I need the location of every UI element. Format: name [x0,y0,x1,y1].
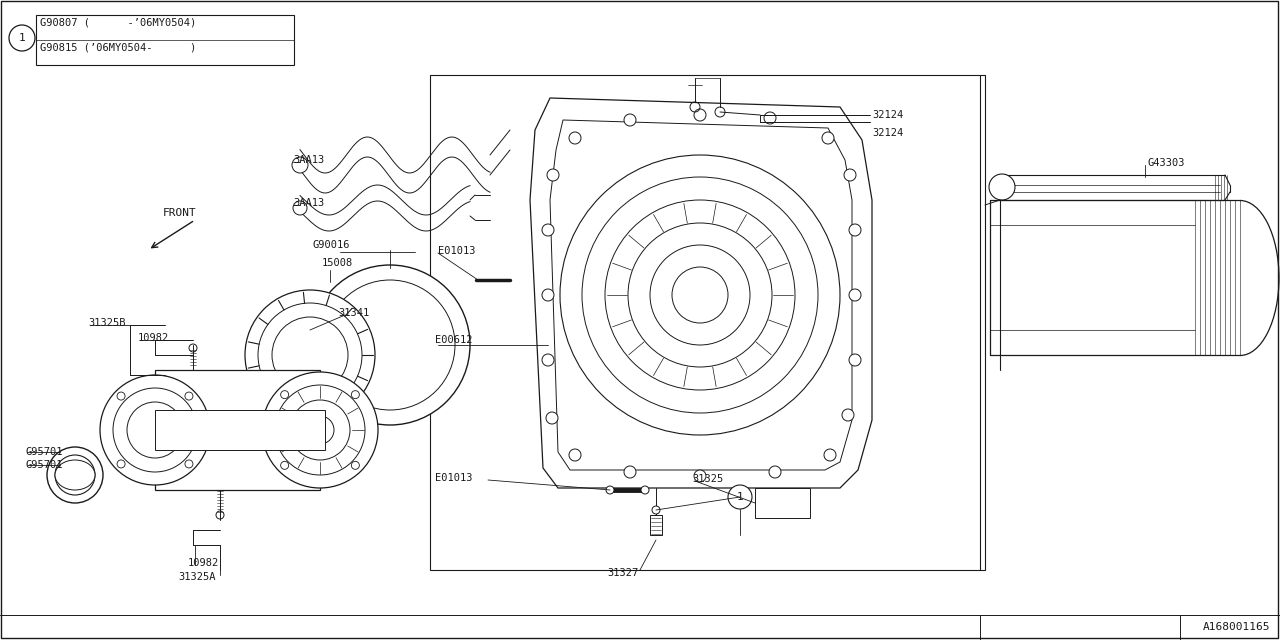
Circle shape [280,390,289,399]
Circle shape [291,400,349,460]
Text: 32124: 32124 [872,128,904,138]
Circle shape [844,169,856,181]
Text: 10982: 10982 [188,558,219,568]
Bar [430,75,986,570]
Circle shape [116,392,125,400]
Circle shape [652,506,660,514]
Circle shape [351,390,360,399]
Polygon shape [530,98,872,488]
Circle shape [625,114,636,126]
Text: 31327: 31327 [607,568,639,578]
Circle shape [275,385,365,475]
Text: E00612: E00612 [435,335,472,345]
Bar [755,488,810,518]
Text: G90815 (’06MY0504-      ): G90815 (’06MY0504- ) [40,42,196,52]
Circle shape [273,317,348,393]
Circle shape [694,470,707,482]
Circle shape [100,375,210,485]
Circle shape [570,449,581,461]
Text: 10982: 10982 [138,333,169,343]
Circle shape [259,303,362,407]
Text: G95701: G95701 [26,447,63,457]
Circle shape [292,157,308,173]
Text: 1: 1 [736,492,744,502]
Circle shape [694,109,707,121]
Circle shape [262,372,378,488]
Text: 32124: 32124 [872,110,904,120]
Text: 15008: 15008 [323,258,353,268]
Circle shape [547,412,558,424]
Text: G43303: G43303 [1148,158,1185,168]
Circle shape [541,354,554,366]
Circle shape [116,460,125,468]
Circle shape [849,224,861,236]
Circle shape [61,462,88,488]
Text: 31325: 31325 [692,474,723,484]
Text: G90807 (      -’06MY0504): G90807 ( -’06MY0504) [40,17,196,27]
Circle shape [849,354,861,366]
Circle shape [310,265,470,425]
Circle shape [769,466,781,478]
Circle shape [244,290,375,420]
Circle shape [47,447,102,503]
Circle shape [641,486,649,494]
Text: G95701: G95701 [26,460,63,470]
Text: 31325B: 31325B [88,318,125,328]
Text: 1: 1 [19,33,26,43]
Text: 31325A: 31325A [178,572,215,582]
Bar [155,410,325,450]
Circle shape [849,289,861,301]
Circle shape [325,280,454,410]
Circle shape [184,460,193,468]
Circle shape [127,402,183,458]
Text: 3AA13: 3AA13 [293,198,324,208]
Text: G90016: G90016 [312,240,349,250]
Circle shape [351,461,360,469]
Circle shape [824,449,836,461]
Circle shape [728,485,753,509]
Text: 31341: 31341 [338,308,369,318]
Bar [650,515,662,535]
Circle shape [605,486,614,494]
Ellipse shape [55,460,95,490]
Circle shape [989,174,1015,200]
Circle shape [842,409,854,421]
Text: A168001165: A168001165 [1202,622,1270,632]
Circle shape [547,169,559,181]
Circle shape [280,461,289,469]
Circle shape [306,416,334,444]
Circle shape [541,289,554,301]
Text: 3AA13: 3AA13 [293,155,324,165]
Circle shape [184,392,193,400]
Circle shape [764,112,776,124]
Circle shape [55,455,95,495]
Circle shape [293,201,307,215]
Circle shape [822,132,835,144]
Bar [36,15,294,65]
Circle shape [570,132,581,144]
Text: FRONT: FRONT [163,208,197,218]
Circle shape [625,466,636,478]
Text: E01013: E01013 [438,246,475,256]
Text: E01013: E01013 [435,473,472,483]
Circle shape [541,224,554,236]
Bar [155,370,320,490]
Circle shape [113,388,197,472]
